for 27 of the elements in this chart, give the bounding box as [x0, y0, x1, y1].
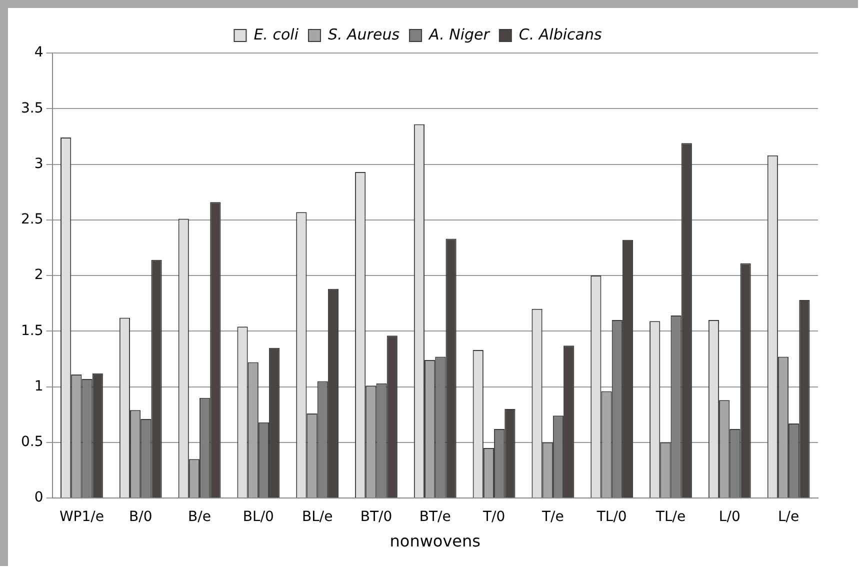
x-tick-label: TL/e: [654, 509, 686, 526]
x-tick-label: B/e: [188, 509, 211, 526]
x-tick-label: BL/e: [302, 509, 333, 526]
x-tick-label: WP1/e: [59, 509, 104, 526]
y-tick-label: 1.5: [21, 322, 44, 339]
x-tick-label: BL/0: [242, 509, 274, 526]
x-tick-label: BT/e: [419, 509, 451, 526]
y-tick-label: 3.5: [21, 100, 44, 116]
y-tick-label: 0: [34, 490, 44, 506]
y-tick-label: 4: [34, 44, 44, 61]
x-tick-label: TL/0: [596, 509, 627, 526]
y-tick-label: 3: [34, 156, 44, 172]
x-tick-label: B/0: [129, 509, 152, 526]
legend-label: E. coli: [254, 25, 300, 44]
x-axis-title: nonwovens: [390, 532, 480, 551]
x-tick-label: T/0: [482, 509, 506, 526]
y-tick-label: 2: [34, 267, 44, 284]
x-tick-label: L/0: [718, 509, 740, 526]
legend-label: C. Albicans: [518, 25, 602, 44]
x-tick-label: T/e: [540, 509, 564, 526]
y-tick-label: 1: [34, 378, 44, 394]
y-tick-label: 2.5: [21, 212, 44, 228]
x-tick-label: BT/0: [360, 509, 392, 526]
legend-label: A. Niger: [428, 25, 490, 44]
y-tick-label: 0.5: [21, 434, 44, 450]
legend-label: S. Aureus: [328, 25, 400, 44]
x-tick-label: L/e: [778, 509, 800, 526]
